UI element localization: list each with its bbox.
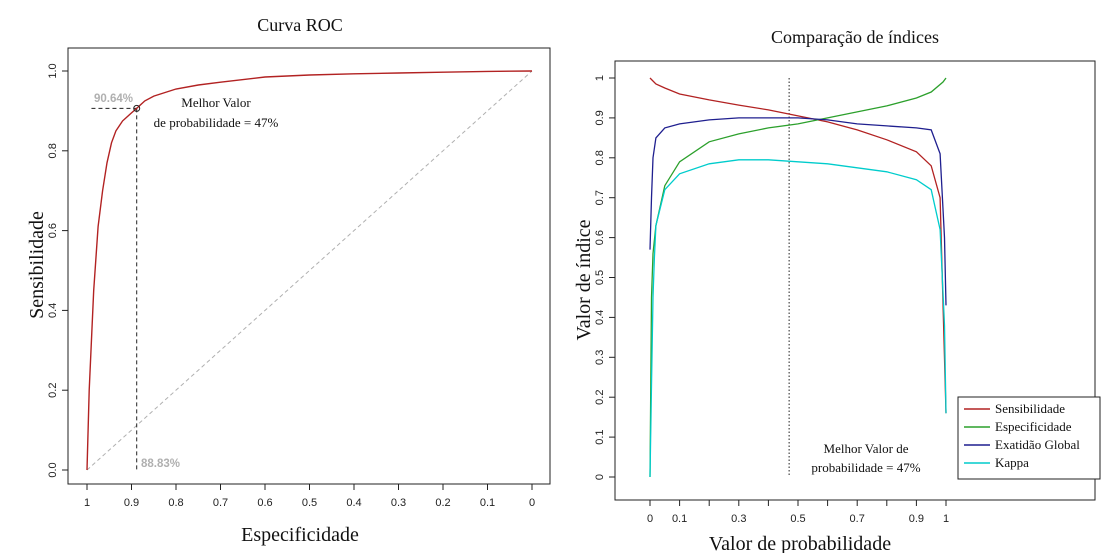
index-legend: Sensibilidade Especificidade Exatidão Glob… (957, 396, 1101, 480)
roc-y-tick-label: 1.0 (47, 63, 59, 78)
index-y-tick-label: 1 (594, 75, 606, 81)
roc-x-tick-label: 0.9 (124, 497, 139, 509)
roc-x-tick-label: 0.1 (480, 497, 495, 509)
index-y-tick-label: 0.4 (594, 310, 606, 325)
roc-y-tick-label: 0.4 (47, 303, 59, 318)
series-line-kappa (649, 159, 947, 478)
index-x-tick-label: 0.1 (672, 513, 687, 525)
legend-label-sensibilidade: Sensibilidade (995, 401, 1065, 416)
roc-y-tick-label: 0.8 (47, 143, 59, 158)
roc-y-axis-title: Sensibilidade (26, 211, 48, 319)
index-y-tick-label: 0.8 (594, 150, 606, 165)
index-y-tick-label: 0.3 (594, 350, 606, 365)
legend-label-especificidade: Especificidade (995, 419, 1072, 434)
index-y-axis-title: Valor de índice (573, 219, 595, 340)
roc-x-tick-label: 0.8 (168, 497, 183, 509)
roc-best-point-marker (133, 104, 141, 112)
series-line-especificidade (649, 77, 947, 478)
index-y-tick-label: 0.7 (594, 190, 606, 205)
index-y-axis: 0 0.1 0.2 0.3 0.4 0.5 0.6 0.7 0.8 0.9 1 (594, 75, 615, 480)
index-chart-title: Comparação de índices (771, 27, 939, 47)
index-y-tick-label: 0.9 (594, 110, 606, 125)
roc-plot-frame (67, 47, 551, 485)
legend-box (957, 396, 1101, 480)
roc-x-tick-label: 0.2 (435, 497, 450, 509)
roc-plot-area (86, 70, 533, 471)
roc-reference-diagonal (86, 70, 533, 471)
roc-x-tick-label: 0 (529, 497, 535, 509)
index-y-tick-label: 0.1 (594, 429, 606, 444)
legend-label-exatidao-global: Exatidão Global (995, 437, 1080, 452)
index-x-tick-label: 0.9 (909, 513, 924, 525)
roc-x-tick-label: 0.4 (346, 497, 361, 509)
index-x-axis: 0 0.1 0.3 0.5 0.7 0.9 1 (647, 500, 949, 525)
roc-x-tick-label: 1 (84, 497, 90, 509)
index-plot-area (649, 77, 947, 478)
roc-x-tick-label: 0.6 (257, 497, 272, 509)
roc-best-value-label-line1: Melhor Valor (181, 95, 251, 110)
roc-specificity-percent-label: 88.83% (141, 458, 180, 470)
index-y-tick-label: 0.5 (594, 270, 606, 285)
index-y-tick-label: 0 (594, 474, 606, 480)
index-x-tick-label: 1 (943, 513, 949, 525)
series-line-exatidao-global (649, 117, 947, 306)
roc-y-tick-label: 0.6 (47, 223, 59, 238)
roc-y-tick-label: 0.2 (47, 383, 59, 398)
roc-x-tick-label: 0.7 (213, 497, 228, 509)
roc-x-axis-title: Especificidade (241, 524, 359, 546)
index-x-tick-label: 0.5 (790, 513, 805, 525)
series-line-sensibilidade (649, 77, 947, 414)
roc-y-axis: 0.0 0.2 0.4 0.6 0.8 1.0 (47, 63, 68, 478)
index-x-tick-label: 0.3 (731, 513, 746, 525)
index-y-tick-label: 0.2 (594, 390, 606, 405)
index-plot-frame (614, 60, 1096, 501)
index-best-value-label-line2: probabilidade = 47% (811, 460, 920, 475)
roc-x-tick-label: 0.3 (391, 497, 406, 509)
index-comparison-chart: Comparação de índices 0 0.1 0.3 0.5 0.7 0.9 1 … (573, 27, 1101, 553)
roc-x-axis: 1 0.9 0.8 0.7 0.6 0.5 0.4 0.3 0.2 0.1 0 (84, 484, 535, 509)
index-x-axis-title: Valor de probabilidade (709, 533, 891, 553)
roc-best-value-label-line2: de probabilidade = 47% (154, 115, 279, 130)
index-best-value-label-line1: Melhor Valor de (824, 441, 909, 456)
index-x-tick-label: 0 (647, 513, 653, 525)
legend-label-kappa: Kappa (995, 455, 1029, 470)
roc-sensitivity-percent-label: 90.64% (94, 93, 133, 105)
roc-chart-title: Curva ROC (257, 15, 343, 35)
index-y-tick-label: 0.6 (594, 230, 606, 245)
roc-curve-line (86, 70, 533, 471)
index-x-tick-label: 0.7 (850, 513, 865, 525)
roc-chart: Curva ROC 1 0.9 0.8 0.7 0.6 0.5 0.4 0.3 0.2 0.1 0 … (26, 15, 551, 546)
roc-y-tick-label: 0.0 (47, 462, 59, 477)
roc-x-tick-label: 0.5 (302, 497, 317, 509)
